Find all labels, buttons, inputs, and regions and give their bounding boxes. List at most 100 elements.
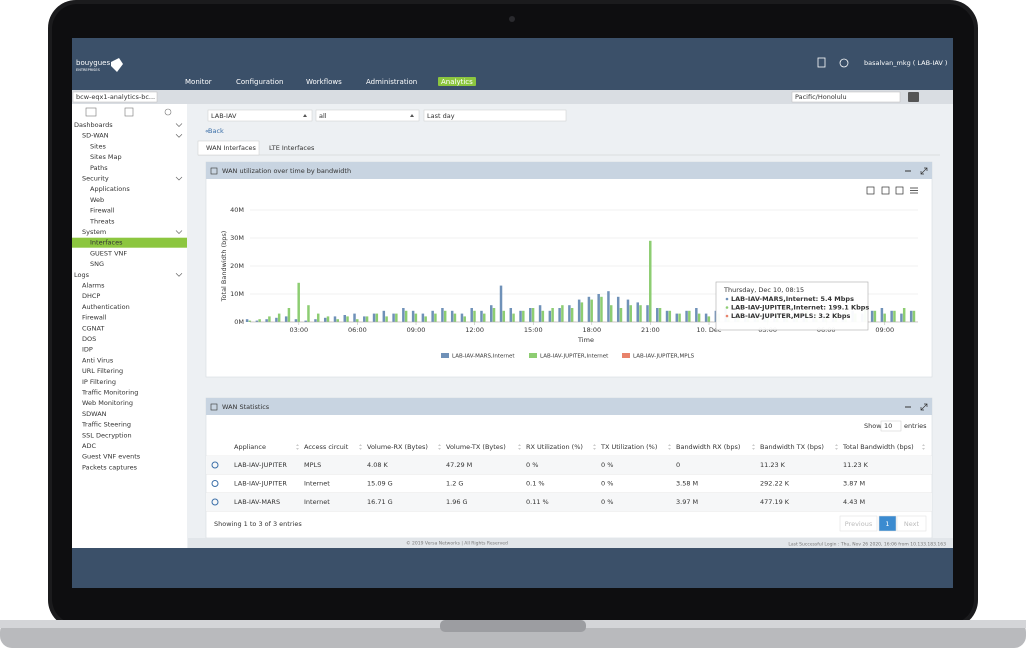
menu-item[interactable]: Paths — [90, 164, 108, 172]
menu-item[interactable]: Logs — [74, 271, 90, 279]
page-size[interactable]: 10 — [884, 422, 892, 430]
menu-item[interactable]: DOS — [82, 335, 96, 343]
bar — [316, 313, 320, 322]
nav-item[interactable]: Workflows — [306, 78, 342, 86]
menu-item[interactable]: Firewall — [82, 314, 107, 322]
table-cell: MPLS — [304, 461, 321, 469]
menu-item[interactable]: Dashboards — [74, 121, 113, 129]
detail-icon[interactable] — [211, 498, 219, 506]
legend-swatch[interactable] — [529, 353, 537, 358]
refresh-button[interactable] — [908, 92, 919, 102]
menu-item[interactable]: Packets captures — [82, 463, 138, 471]
menu-item[interactable]: Sites Map — [90, 153, 122, 161]
column-header[interactable]: Volume-RX (Bytes) — [367, 443, 428, 451]
dashboard-icon[interactable] — [124, 107, 134, 117]
bar — [629, 305, 632, 322]
chart-type-icon[interactable] — [866, 186, 875, 195]
menu-item[interactable]: SNG — [90, 260, 104, 268]
column-header[interactable]: TX Utilization (%) — [600, 443, 657, 451]
menu-item[interactable]: Sites — [90, 142, 106, 150]
menu-item[interactable]: URL Filtering — [82, 367, 123, 375]
filter-value[interactable]: LAB-IAV — [211, 112, 237, 120]
bar — [522, 310, 525, 322]
page-label[interactable]: Next — [904, 520, 920, 528]
legend-swatch[interactable] — [622, 353, 630, 358]
expand-icon[interactable] — [920, 403, 928, 411]
column-header[interactable]: RX Utilization (%) — [526, 443, 583, 451]
org-select[interactable]: bcw-eqx1-analytics-bc... — [76, 93, 155, 101]
timezone[interactable]: Pacific/Honolulu — [795, 93, 847, 101]
bar — [460, 313, 464, 322]
menu-item[interactable]: IDP — [82, 346, 93, 354]
page-button[interactable] — [896, 515, 927, 532]
legend-label[interactable]: LAB-IAV-JUPITER,MPLS — [633, 354, 695, 360]
bar — [441, 308, 444, 322]
menu-item[interactable]: Guest VNF events — [82, 453, 141, 461]
menu-item[interactable]: Authentication — [82, 303, 130, 311]
column-header[interactable]: Appliance — [234, 443, 266, 451]
legend-label[interactable]: LAB-IAV-MARS,Internet — [452, 354, 515, 360]
menu-item[interactable]: Alarms — [82, 282, 105, 290]
menu-item[interactable]: Anti Virus — [82, 356, 114, 364]
detail-icon[interactable] — [211, 480, 219, 487]
back-link[interactable]: Back — [208, 127, 224, 135]
column-header[interactable]: Total Bandwidth (bps) — [842, 443, 914, 451]
menu-item[interactable]: Web Monitoring — [82, 399, 133, 407]
table-cell: 0 % — [601, 498, 613, 506]
bar — [268, 316, 271, 322]
nav-item[interactable]: Administration — [366, 78, 417, 86]
menu-item[interactable]: System — [82, 228, 106, 236]
timezone-box[interactable] — [791, 91, 901, 103]
y-tick-label: 30M — [230, 234, 244, 242]
user-menu[interactable]: basalvan_mkg ( LAB-IAV ) — [864, 59, 947, 67]
menu-item[interactable]: Traffic Steering — [81, 421, 131, 429]
menu-item[interactable]: Applications — [90, 185, 130, 193]
menu-item[interactable]: SSL Decryption — [82, 431, 132, 439]
back-icon[interactable]: « — [205, 127, 209, 135]
org-select-box[interactable] — [72, 91, 158, 103]
menu-item[interactable]: SDWAN — [82, 410, 107, 418]
filter-value[interactable]: Last day — [427, 112, 455, 120]
menu-item[interactable]: Firewall — [90, 207, 115, 215]
column-header[interactable]: Bandwidth RX (bps) — [676, 443, 740, 451]
nav-item[interactable]: Analytics — [441, 78, 473, 86]
legend-label[interactable]: LAB-IAV-JUPITER,Internet — [540, 354, 609, 360]
menu-item[interactable]: SD-WAN — [82, 132, 109, 140]
column-header[interactable]: Bandwidth TX (bps) — [760, 443, 824, 451]
table-cell: 0.1 % — [526, 480, 545, 488]
legend-swatch[interactable] — [441, 353, 449, 358]
menu-item[interactable]: GUEST VNF — [90, 249, 127, 257]
nav-item[interactable]: Configuration — [236, 78, 283, 86]
nav-item[interactable]: Monitor — [185, 78, 212, 86]
menu-item[interactable]: Traffic Monitoring — [81, 389, 138, 397]
menu-item[interactable]: Interfaces — [90, 239, 123, 247]
page-label[interactable]: Previous — [845, 520, 873, 528]
menu-item[interactable]: IP Filtering — [82, 378, 116, 386]
home-icon[interactable] — [85, 107, 97, 117]
menu-item[interactable]: Web — [90, 196, 104, 204]
page-button[interactable] — [839, 515, 878, 532]
menu-item[interactable]: DHCP — [82, 292, 100, 300]
menu-item[interactable]: CGNAT — [82, 324, 104, 332]
tab[interactable]: LTE Interfaces — [269, 144, 315, 152]
detail-icon[interactable] — [211, 461, 219, 469]
expand-icon[interactable] — [920, 167, 928, 175]
page-button[interactable] — [878, 515, 897, 532]
doc-icon[interactable] — [817, 57, 826, 68]
page-size-box[interactable] — [880, 420, 902, 432]
info-icon[interactable] — [839, 58, 849, 68]
page-label[interactable]: 1 — [885, 520, 889, 528]
filter-box[interactable] — [315, 109, 420, 122]
chart-type-icon[interactable] — [881, 186, 890, 195]
menu-item[interactable]: ADC — [82, 442, 96, 450]
menu-item[interactable]: Threats — [89, 217, 115, 225]
column-header[interactable]: Access circuit — [304, 443, 349, 451]
filter-value[interactable]: all — [319, 112, 327, 120]
tab[interactable]: WAN Interfaces — [206, 144, 257, 152]
column-header[interactable]: Volume-TX (Bytes) — [446, 443, 506, 451]
menu-item[interactable]: Security — [82, 175, 109, 183]
chart-type-icon[interactable] — [895, 186, 904, 195]
user-icon[interactable] — [164, 108, 172, 116]
filter-box[interactable] — [423, 109, 567, 122]
filter-box[interactable] — [207, 109, 313, 122]
